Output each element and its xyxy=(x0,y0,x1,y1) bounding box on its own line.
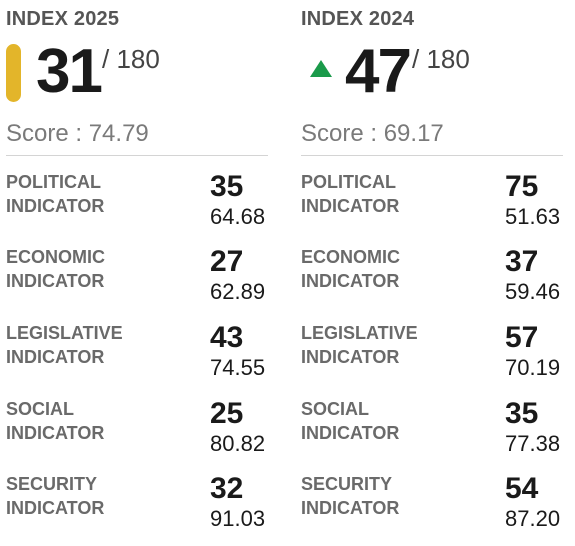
indicator-label-line1: LEGISLATIVE xyxy=(301,323,418,343)
indicator-label-line2: INDICATOR xyxy=(6,271,105,291)
indicator-label-line1: POLITICAL xyxy=(301,172,396,192)
index-2024-score: Score : 69.17 xyxy=(301,120,444,147)
indicator-label: POLITICAL INDICATOR xyxy=(6,170,176,218)
indicator-score: 59.46 xyxy=(505,279,561,304)
divider xyxy=(301,155,563,156)
indicator-label-line2: INDICATOR xyxy=(301,196,400,216)
indicator-label-line2: INDICATOR xyxy=(301,498,400,518)
indicator-label-line2: INDICATOR xyxy=(6,423,105,443)
indicator-row-legislative: LEGISLATIVE INDICATOR 43 74.55 xyxy=(6,321,270,393)
indicator-label: LEGISLATIVE INDICATOR xyxy=(301,321,471,369)
indicator-label-line1: ECONOMIC xyxy=(301,247,400,267)
index-2025-rank: 31 xyxy=(36,37,103,106)
indicator-label-line1: LEGISLATIVE xyxy=(6,323,123,343)
indicator-row-security: SECURITY INDICATOR 32 91.03 xyxy=(6,472,270,544)
indicator-rank: 32 xyxy=(210,472,244,505)
indicator-score: 62.89 xyxy=(210,279,266,304)
indicator-row-security: SECURITY INDICATOR 54 87.20 xyxy=(301,472,565,544)
index-2025-score: Score : 74.79 xyxy=(6,120,149,147)
index-2024-rank-total: / 180 xyxy=(412,44,470,74)
indicator-label: SECURITY INDICATOR xyxy=(301,472,471,520)
index-2025-title: INDEX 2025 xyxy=(6,8,120,30)
index-2024-rank: 47 xyxy=(345,37,412,106)
indicator-rank: 75 xyxy=(505,170,539,203)
indicator-score: 64.68 xyxy=(210,204,266,229)
indicator-rank: 57 xyxy=(505,321,539,354)
indicator-label: ECONOMIC INDICATOR xyxy=(6,245,176,293)
indicator-score: 77.38 xyxy=(505,431,561,456)
indicator-label-line1: POLITICAL xyxy=(6,172,101,192)
indicator-label-line1: SOCIAL xyxy=(6,399,75,419)
yellow-bar-icon xyxy=(6,44,21,102)
indicator-rank: 27 xyxy=(210,245,244,278)
indicator-rank: 35 xyxy=(210,170,244,203)
index-2024-title: INDEX 2024 xyxy=(301,8,415,30)
indicator-label: ECONOMIC INDICATOR xyxy=(301,245,471,293)
indicator-rank: 35 xyxy=(505,397,539,430)
indicator-score: 51.63 xyxy=(505,204,561,229)
indicator-row-economic: ECONOMIC INDICATOR 37 59.46 xyxy=(301,245,565,317)
indicator-rank: 37 xyxy=(505,245,539,278)
indicator-score: 91.03 xyxy=(210,506,266,531)
indicator-row-political: POLITICAL INDICATOR 35 64.68 xyxy=(6,170,270,242)
indicator-label-line2: INDICATOR xyxy=(6,347,105,367)
indicator-label: LEGISLATIVE INDICATOR xyxy=(6,321,176,369)
indicator-score: 74.55 xyxy=(210,355,266,380)
indicator-label-line2: INDICATOR xyxy=(6,196,105,216)
indicator-score: 87.20 xyxy=(505,506,561,531)
indicator-label: SOCIAL INDICATOR xyxy=(6,397,176,445)
index-2025-rank-total: / 180 xyxy=(102,44,160,74)
indicator-rank: 43 xyxy=(210,321,244,354)
indicator-label-line2: INDICATOR xyxy=(301,271,400,291)
indicator-label-line2: INDICATOR xyxy=(301,347,400,367)
indicator-label: SOCIAL INDICATOR xyxy=(301,397,471,445)
indicator-row-economic: ECONOMIC INDICATOR 27 62.89 xyxy=(6,245,270,317)
indicator-row-social: SOCIAL INDICATOR 25 80.82 xyxy=(6,397,270,469)
indicator-score: 80.82 xyxy=(210,431,266,456)
indicator-label-line1: SOCIAL xyxy=(301,399,370,419)
divider xyxy=(6,155,268,156)
indicator-label: POLITICAL INDICATOR xyxy=(301,170,471,218)
indicator-label: SECURITY INDICATOR xyxy=(6,472,176,520)
indicator-rank: 25 xyxy=(210,397,244,430)
indicator-score: 70.19 xyxy=(505,355,561,380)
indicator-rank: 54 xyxy=(505,472,539,505)
arrow-up-icon xyxy=(310,60,332,77)
indicator-label-line2: INDICATOR xyxy=(301,423,400,443)
indicator-row-social: SOCIAL INDICATOR 35 77.38 xyxy=(301,397,565,469)
indicator-label-line1: SECURITY xyxy=(6,474,98,494)
indicator-row-legislative: LEGISLATIVE INDICATOR 57 70.19 xyxy=(301,321,565,393)
indicator-label-line1: ECONOMIC xyxy=(6,247,105,267)
indicator-label-line1: SECURITY xyxy=(301,474,393,494)
indicator-label-line2: INDICATOR xyxy=(6,498,105,518)
indicator-row-political: POLITICAL INDICATOR 75 51.63 xyxy=(301,170,565,242)
